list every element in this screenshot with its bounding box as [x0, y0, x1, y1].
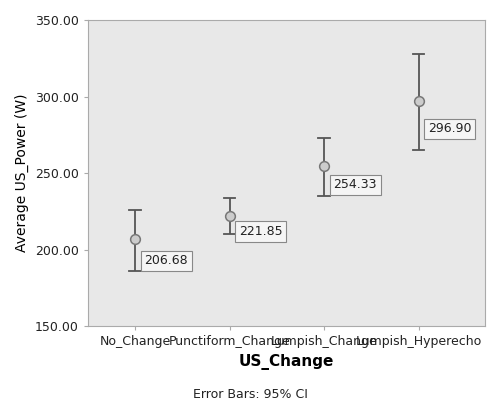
Y-axis label: Average US_Power (W): Average US_Power (W): [15, 94, 29, 252]
X-axis label: US_Change: US_Change: [238, 354, 334, 370]
Text: 296.90: 296.90: [428, 122, 472, 135]
Text: 221.85: 221.85: [239, 225, 282, 238]
Text: Error Bars: 95% CI: Error Bars: 95% CI: [192, 388, 308, 401]
Text: 254.33: 254.33: [334, 178, 377, 191]
Text: 206.68: 206.68: [144, 254, 188, 267]
